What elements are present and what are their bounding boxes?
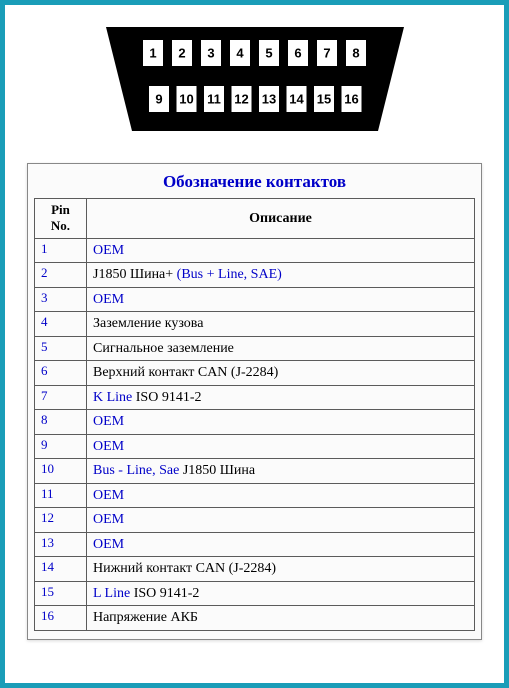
pin-16-label: 16 [344, 91, 358, 106]
table-row: 10Bus - Line, Sae J1850 Шина [35, 459, 475, 484]
pin-desc-cell: OEM [87, 410, 475, 435]
pin-8-label: 8 [352, 45, 359, 60]
desc-text: OEM [93, 512, 124, 527]
pin-4-label: 4 [236, 45, 244, 60]
desc-text: Напряжение АКБ [93, 610, 198, 625]
pin-number-cell: 14 [35, 557, 87, 582]
pin-desc-cell: Нижний контакт CAN (J-2284) [87, 557, 475, 582]
pin-13-label: 13 [261, 91, 275, 106]
desc-text: ISO 9141-2 [130, 586, 199, 601]
pin-desc-cell: OEM [87, 483, 475, 508]
desc-text: OEM [93, 292, 124, 307]
pin-number-cell: 1 [35, 238, 87, 263]
pin-number-cell: 12 [35, 508, 87, 533]
table-row: 3 OEM [35, 287, 475, 312]
pin-10-label: 10 [179, 91, 193, 106]
desc-text: Нижний контакт CAN (J-2284) [93, 561, 276, 576]
desc-text: OEM [93, 414, 124, 429]
desc-text: OEM [93, 537, 124, 552]
col-header-desc: Описание [87, 199, 475, 239]
pin-15-label: 15 [316, 91, 330, 106]
pin-desc-cell: L Line ISO 9141-2 [87, 581, 475, 606]
pin-number-cell: 9 [35, 434, 87, 459]
pin-12-label: 12 [234, 91, 248, 106]
table-row: 2J1850 Шина+ (Bus + Line, SAE) [35, 263, 475, 288]
desc-text: Сигнальное заземление [93, 341, 234, 356]
pin-number-cell: 7 [35, 385, 87, 410]
table-row: 13 OEM [35, 532, 475, 557]
table-row: 9 OEM [35, 434, 475, 459]
table-title: Обозначение контактов [34, 168, 475, 198]
pin-11-label: 11 [207, 91, 221, 106]
pin-desc-cell: Сигнальное заземление [87, 336, 475, 361]
pin-6-label: 6 [294, 45, 301, 60]
table-row: 5 Сигнальное заземление [35, 336, 475, 361]
desc-text: Верхний контакт CAN (J-2284) [93, 365, 278, 380]
pin-desc-cell: Напряжение АКБ [87, 606, 475, 631]
pinout-table: Pin No. Описание 1OEM2J1850 Шина+ (Bus +… [34, 198, 475, 631]
desc-text: Bus - Line, Sae [93, 463, 179, 478]
table-row: 15 L Line ISO 9141-2 [35, 581, 475, 606]
pin-desc-cell: OEM [87, 238, 475, 263]
pin-desc-cell: OEM [87, 508, 475, 533]
desc-text: K Line [93, 390, 132, 405]
pin-number-cell: 11 [35, 483, 87, 508]
pin-desc-cell: OEM [87, 434, 475, 459]
pin-number-cell: 8 [35, 410, 87, 435]
pin-5-label: 5 [265, 45, 272, 60]
pin-desc-cell: Верхний контакт CAN (J-2284) [87, 361, 475, 386]
pin-number-cell: 5 [35, 336, 87, 361]
table-row: 14 Нижний контакт CAN (J-2284) [35, 557, 475, 582]
pin-desc-cell: OEM [87, 287, 475, 312]
obd2-connector: 12345678 910111213141516 [102, 23, 408, 133]
pin-desc-cell: K Line ISO 9141-2 [87, 385, 475, 410]
desc-text: ISO 9141-2 [132, 390, 201, 405]
table-row: 1 OEM [35, 238, 475, 263]
connector-svg: 12345678 910111213141516 [102, 23, 408, 135]
pin-number-cell: 15 [35, 581, 87, 606]
pinout-table-card: Обозначение контактов Pin No. Описание 1… [27, 163, 482, 640]
table-row: 12 OEM [35, 508, 475, 533]
pin-14-label: 14 [289, 91, 304, 106]
pin-1-label: 1 [149, 45, 156, 60]
table-body: 1OEM2J1850 Шина+ (Bus + Line, SAE)3OEM4 … [35, 238, 475, 630]
col-header-pin: Pin No. [35, 199, 87, 239]
pin-2-label: 2 [178, 45, 185, 60]
desc-text: L Line [93, 586, 130, 601]
table-row: 6 Верхний контакт CAN (J-2284) [35, 361, 475, 386]
connector-area: 12345678 910111213141516 [27, 23, 482, 133]
pin-number-cell: 10 [35, 459, 87, 484]
pin-number-cell: 16 [35, 606, 87, 631]
pin-number-cell: 3 [35, 287, 87, 312]
pin-number-cell: 6 [35, 361, 87, 386]
desc-text: J1850 Шина [179, 463, 255, 478]
desc-text: (Bus + Line, SAE) [177, 267, 282, 282]
table-row: 4 Заземление кузова [35, 312, 475, 337]
outer-frame: 12345678 910111213141516 Обозначение кон… [0, 0, 509, 688]
pin-3-label: 3 [207, 45, 214, 60]
desc-text: J1850 Шина+ [93, 267, 177, 282]
pin-7-label: 7 [323, 45, 330, 60]
pin-number-cell: 2 [35, 263, 87, 288]
table-row: 16 Напряжение АКБ [35, 606, 475, 631]
table-row: 11 OEM [35, 483, 475, 508]
pin-desc-cell: OEM [87, 532, 475, 557]
desc-text: OEM [93, 243, 124, 258]
pin-desc-cell: Заземление кузова [87, 312, 475, 337]
pin-desc-cell: J1850 Шина+ (Bus + Line, SAE) [87, 263, 475, 288]
table-row: 7 K Line ISO 9141-2 [35, 385, 475, 410]
pin-number-cell: 13 [35, 532, 87, 557]
desc-text: OEM [93, 488, 124, 503]
desc-text: OEM [93, 439, 124, 454]
pin-desc-cell: Bus - Line, Sae J1850 Шина [87, 459, 475, 484]
table-row: 8 OEM [35, 410, 475, 435]
pin-9-label: 9 [155, 91, 162, 106]
desc-text: Заземление кузова [93, 316, 203, 331]
pin-number-cell: 4 [35, 312, 87, 337]
